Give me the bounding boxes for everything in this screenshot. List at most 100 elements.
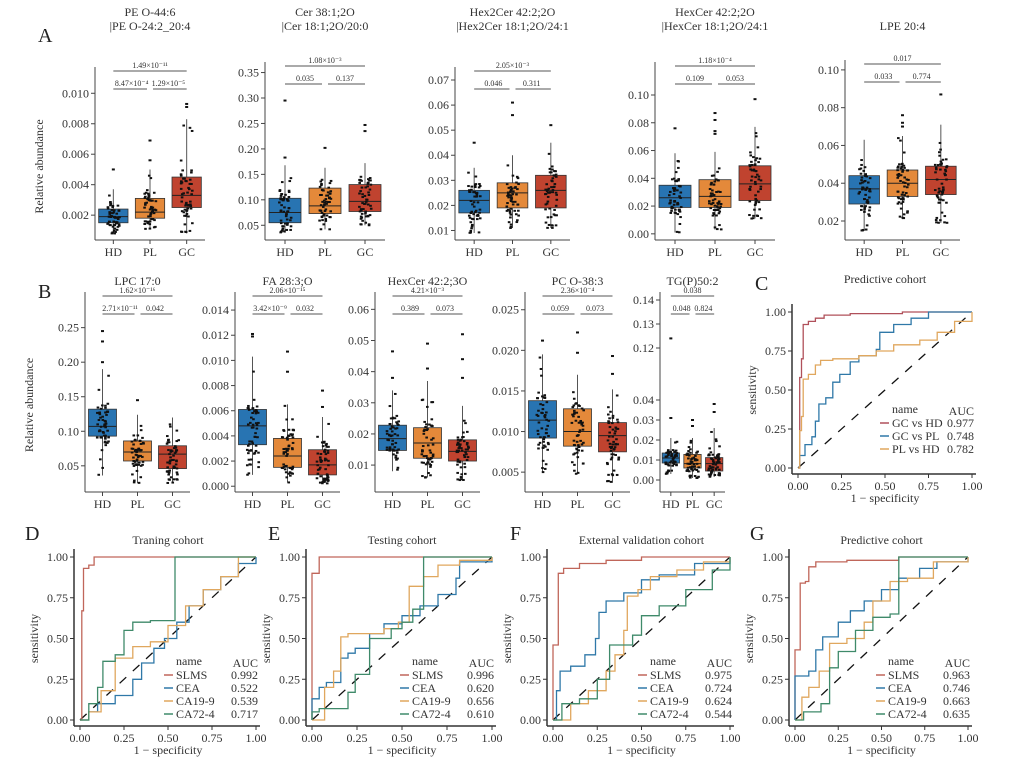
data-point — [674, 449, 678, 452]
data-point — [577, 449, 581, 452]
y-tick-label: 0.004 — [62, 178, 89, 192]
data-point — [167, 439, 170, 442]
y-tick-label: 0.10 — [628, 88, 649, 102]
data-point — [944, 173, 947, 176]
y-tick-label: 0.010 — [202, 353, 229, 367]
outlier-point — [363, 130, 367, 133]
data-point — [690, 467, 693, 470]
data-point — [714, 178, 718, 181]
data-point — [544, 432, 548, 435]
x-tick-label: PL — [708, 245, 722, 259]
data-point — [582, 441, 585, 444]
data-point — [96, 411, 99, 414]
data-point — [470, 210, 474, 213]
data-point — [290, 447, 294, 450]
data-point — [104, 444, 108, 447]
data-point — [934, 166, 938, 169]
diagonal-reference-line — [552, 556, 731, 721]
data-point — [141, 463, 144, 466]
data-point — [863, 174, 867, 177]
data-point — [319, 459, 323, 462]
data-point — [676, 201, 679, 204]
data-point — [605, 461, 609, 464]
data-point — [388, 449, 392, 452]
data-point — [427, 472, 430, 475]
data-point — [582, 409, 585, 412]
data-point — [509, 207, 513, 210]
data-point — [551, 177, 555, 180]
data-point — [678, 210, 682, 213]
data-point — [868, 190, 872, 193]
data-point — [713, 204, 717, 207]
data-point — [709, 451, 713, 454]
data-point — [251, 412, 254, 415]
pvalue-hd-gc: 1.62×10⁻¹⁶ — [120, 286, 156, 295]
outlier-point — [713, 130, 717, 133]
data-point — [429, 457, 433, 460]
data-point — [324, 218, 328, 221]
data-point — [697, 466, 700, 469]
data-point — [318, 185, 322, 188]
data-point — [247, 408, 251, 411]
data-point — [576, 471, 580, 474]
data-point — [135, 454, 139, 457]
data-point — [291, 448, 294, 451]
x-tick-label: 0.25 — [347, 731, 368, 745]
data-point — [431, 455, 435, 458]
y-tick-label: 0.10 — [818, 63, 839, 77]
data-point — [937, 187, 941, 190]
data-point — [250, 458, 253, 461]
data-point — [358, 205, 361, 208]
x-axis-label: 1 − specificity — [134, 743, 203, 757]
y-tick-label: 0.25 — [279, 672, 300, 686]
data-point — [257, 466, 260, 469]
data-point — [173, 452, 177, 455]
data-point — [253, 435, 257, 438]
legend-label: CEA — [176, 681, 200, 695]
data-point — [577, 404, 580, 407]
y-tick-label: 0.07 — [428, 73, 449, 87]
data-point — [364, 202, 367, 205]
data-point — [191, 222, 194, 225]
y-tick-label: 0.00 — [47, 713, 68, 727]
data-point — [543, 396, 547, 399]
data-point — [687, 454, 691, 457]
data-point — [679, 196, 682, 199]
data-point — [544, 221, 548, 224]
data-point — [167, 441, 171, 444]
x-tick-label: GC — [932, 245, 949, 259]
data-point — [462, 478, 465, 481]
data-point — [749, 168, 752, 171]
data-point — [395, 427, 399, 430]
data-point — [462, 454, 466, 457]
data-point — [253, 452, 256, 455]
data-point — [710, 181, 713, 184]
data-point — [902, 198, 905, 201]
data-point — [677, 231, 681, 234]
legend-auc: 0.544 — [705, 707, 732, 721]
data-point — [614, 426, 618, 429]
diagonal-reference-line — [311, 556, 493, 721]
data-point — [674, 460, 677, 463]
y-tick-label: 0.75 — [762, 591, 783, 605]
data-point — [543, 415, 546, 417]
outlier-point — [901, 121, 904, 124]
data-point — [247, 452, 250, 455]
y-tick-label: 0.04 — [818, 176, 839, 190]
data-point — [247, 449, 251, 452]
data-point — [422, 429, 426, 432]
panel-title: Cer 38:1;2O — [295, 5, 355, 19]
data-point — [554, 173, 558, 176]
pvalue-hd-gc: 1.18×10⁻⁴ — [698, 56, 732, 65]
data-point — [511, 200, 515, 203]
data-point — [545, 401, 549, 404]
y-tick-label: 0.35 — [238, 66, 259, 80]
data-point — [144, 220, 148, 223]
data-point — [938, 190, 941, 193]
data-point — [940, 193, 944, 196]
data-point — [421, 475, 424, 478]
data-point — [430, 438, 433, 441]
outlier-point — [712, 411, 716, 413]
data-point — [281, 436, 285, 439]
